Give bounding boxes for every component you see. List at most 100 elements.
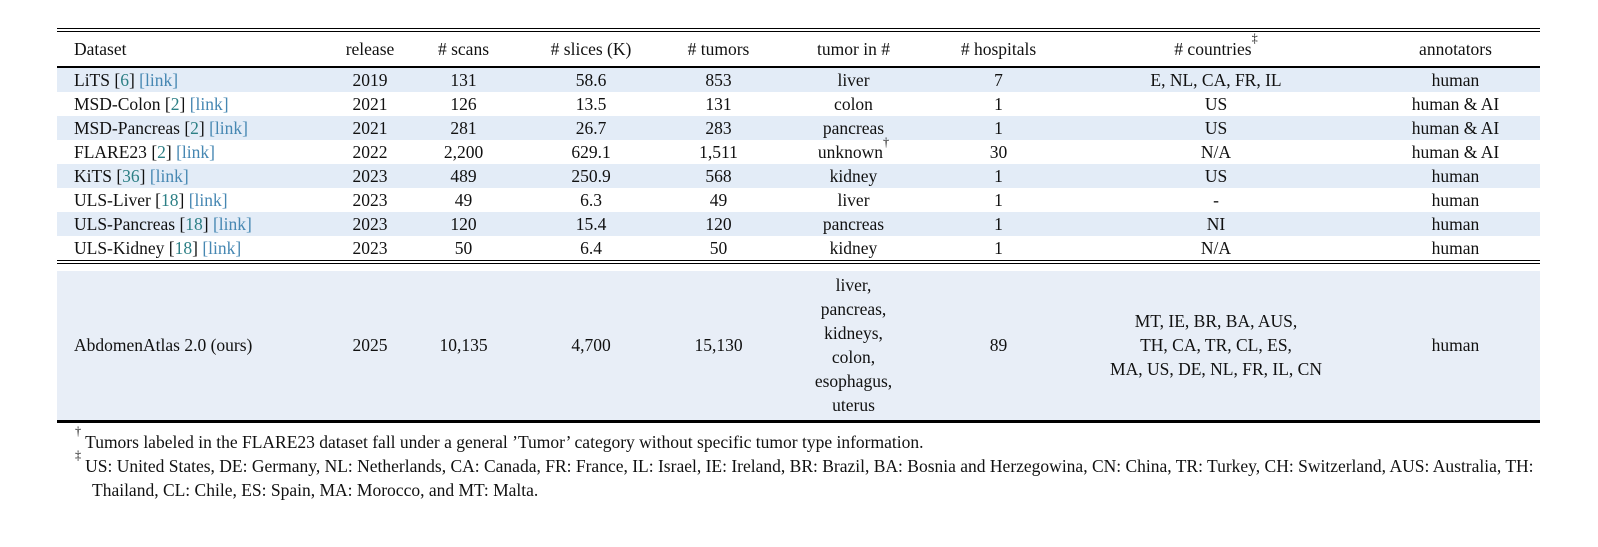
scans-cell: 120 <box>450 214 477 234</box>
tumor-in-cell: kidney <box>829 238 878 258</box>
annotators-cell: human & AI <box>1411 118 1500 138</box>
release-cell: 2023 <box>352 214 388 234</box>
dataset-name: ULS-Kidney <box>74 238 169 258</box>
citation-number[interactable]: 2 <box>170 94 180 114</box>
dataset-cell: MSD-Pancreas [2] [link] <box>57 116 329 140</box>
slices-cell: 58.6 <box>575 70 607 90</box>
table-row: FLARE23 [2] [link] 2022 2,200 629.1 1,511 unk… <box>57 134 1540 164</box>
scans-cell: 489 <box>450 166 477 186</box>
citation-number[interactable]: 18 <box>185 214 203 234</box>
citation-number[interactable]: 2 <box>157 142 166 162</box>
release-cell: 2023 <box>352 190 388 210</box>
countries-cell: US <box>1204 118 1228 138</box>
citation-ref[interactable]: [18] <box>168 238 203 258</box>
citation-ref[interactable]: [36] <box>116 166 150 186</box>
scans-cell: 131 <box>450 70 477 90</box>
citation-number[interactable]: 18 <box>174 238 193 258</box>
dataset-name: ULS-Liver <box>74 190 156 210</box>
hospitals-cell: 1 <box>994 118 1003 138</box>
tumors-cell: 131 <box>705 94 732 114</box>
dagger-marker: † <box>75 424 82 439</box>
table-row: LiTS [6] [link] 2019 131 58.6 853 liver 7 E, NL… <box>57 67 1540 92</box>
dataset-link[interactable]: [link] <box>212 214 252 234</box>
gap-cell <box>57 262 1540 271</box>
slices-cell: 6.4 <box>580 238 602 258</box>
double-dagger-marker: ‡ <box>75 448 82 463</box>
footnote-dagger: †Tumors labeled in the FLARE23 dataset f… <box>57 425 1540 454</box>
dataset-link[interactable]: [link] <box>139 70 179 90</box>
dataset-cell: ULS-Pancreas [18] [link] <box>57 212 329 236</box>
table-gap <box>57 262 1540 271</box>
table-row: ULS-Liver [18] [link] 2023 49 6.3 49 liver 1 - h… <box>57 188 1540 212</box>
hospitals-cell: 7 <box>994 70 1003 90</box>
table-row: MSD-Pancreas [2] [link] 2021 281 26.7 283 pan… <box>57 116 1540 140</box>
highlight-release: 2025 <box>352 335 388 356</box>
column-header-countries: # countries‡ <box>1174 31 1258 59</box>
hospitals-cell: 1 <box>994 94 1003 114</box>
annotators-cell: human & AI <box>1411 142 1500 162</box>
double-dagger-icon: ‡ <box>1251 31 1258 46</box>
tumors-cell: 1,511 <box>699 142 738 162</box>
column-header-tumors: # tumors <box>687 38 750 59</box>
dataset-cell: ULS-Liver [18] [link] <box>57 188 329 212</box>
dataset-link[interactable]: [link] <box>189 94 229 114</box>
tumor-in-cell: pancreas <box>822 118 885 138</box>
countries-cell: E, NL, CA, FR, IL <box>1150 70 1282 90</box>
citation-ref[interactable]: [18] <box>155 190 189 210</box>
footnote-dagger-text: Tumors labeled in the FLARE23 dataset fa… <box>85 431 924 452</box>
hospitals-cell: 30 <box>989 142 1008 162</box>
column-header-hospitals: # hospitals <box>960 38 1037 59</box>
slices-cell: 250.9 <box>571 166 611 186</box>
scans-cell: 2,200 <box>443 142 484 162</box>
highlight-body: AbdomenAtlas 2.0 (ours) 2025 10,135 4,70… <box>57 271 1540 421</box>
citation-number[interactable]: 36 <box>122 166 140 186</box>
scans-cell: 126 <box>450 94 477 114</box>
dataset-cell: LiTS [6] [link] <box>57 67 329 92</box>
citation-ref[interactable]: [2] <box>164 94 190 114</box>
dataset-link[interactable]: [link] <box>176 142 215 162</box>
hospitals-cell: 1 <box>994 238 1003 258</box>
citation-ref[interactable]: [2] <box>184 118 210 138</box>
gap-row <box>57 262 1540 271</box>
dataset-link[interactable]: [link] <box>188 190 228 210</box>
release-cell: 2021 <box>352 118 388 138</box>
column-header-release: release <box>345 38 395 59</box>
annotators-cell: human <box>1431 166 1480 186</box>
footnote-double-dagger: ‡US: United States, DE: Germany, NL: Net… <box>57 449 1540 502</box>
table-row: ULS-Kidney [18] [link] 2023 50 6.4 50 kidney 1… <box>57 236 1540 262</box>
tumor-in-cell: unknown† <box>817 134 890 162</box>
annotators-cell: human <box>1431 190 1480 210</box>
dataset-name: FLARE23 <box>74 142 152 162</box>
release-cell: 2023 <box>352 166 388 186</box>
countries-cell: N/A <box>1200 142 1232 162</box>
dataset-name: KiTS <box>74 166 117 186</box>
dataset-name: MSD-Colon <box>74 94 165 114</box>
column-header-dataset: Dataset <box>74 38 127 59</box>
citation-ref[interactable]: [18] <box>179 214 213 234</box>
table-header: Dataset release # scans # slices (K) # tumor… <box>57 30 1540 67</box>
dataset-link[interactable]: [link] <box>209 118 248 138</box>
highlight-tumor-in: liver, pancreas, kidneys, colon, esophagus, u… <box>814 275 893 416</box>
tumors-cell: 49 <box>709 190 728 210</box>
citation-ref[interactable]: [6] <box>114 70 140 90</box>
citation-number[interactable]: 2 <box>190 118 199 138</box>
citation-number[interactable]: 18 <box>161 190 179 210</box>
header-row: Dataset release # scans # slices (K) # tumor… <box>57 30 1540 67</box>
slices-cell: 15.4 <box>575 214 607 234</box>
column-header-slices: # slices (K) <box>550 38 632 59</box>
table-row: ULS-Pancreas [18] [link] 2023 120 15.4 120 pa… <box>57 212 1540 236</box>
tumors-cell: 568 <box>705 166 732 186</box>
column-header-annotators: annotators <box>1419 38 1492 59</box>
citation-number[interactable]: 6 <box>120 70 129 90</box>
release-cell: 2021 <box>352 94 388 114</box>
datasets-table: Dataset release # scans # slices (K) # tumor… <box>57 28 1540 423</box>
dataset-cell: MSD-Colon [2] [link] <box>57 92 329 116</box>
column-header-tumor_in: tumor in # <box>817 38 890 59</box>
dataset-cell: ULS-Kidney [18] [link] <box>57 236 329 262</box>
dataset-link[interactable]: [link] <box>149 166 189 186</box>
tumors-cell: 853 <box>705 70 732 90</box>
dataset-link[interactable]: [link] <box>202 238 242 258</box>
citation-ref[interactable]: [2] <box>151 142 177 162</box>
column-header-scans: # scans <box>437 38 490 59</box>
